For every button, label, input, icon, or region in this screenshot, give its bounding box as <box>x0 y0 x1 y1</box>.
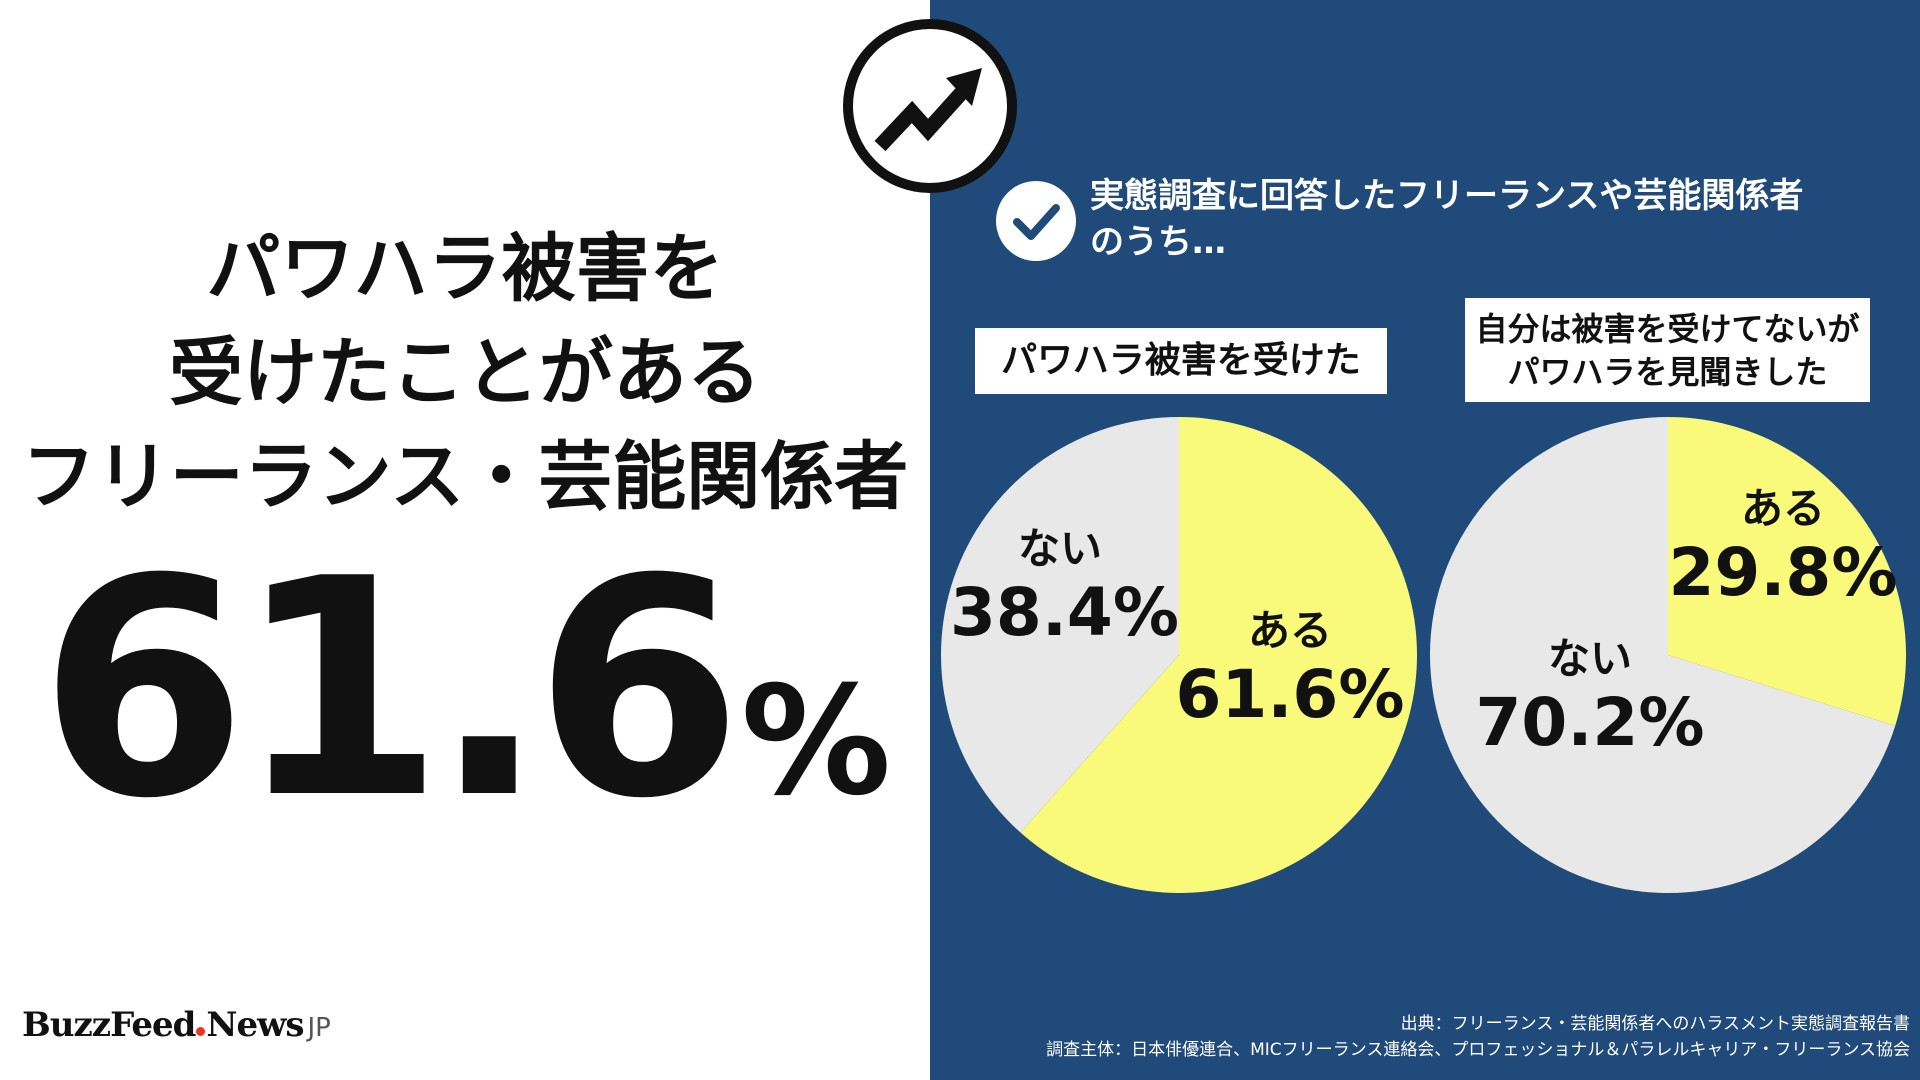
pie-2-label-nai: ない 70.2% <box>1470 638 1710 756</box>
pie-1-slice-aru <box>1020 417 1417 893</box>
headline-line-3: フリーランス・芸能関係者 <box>21 434 909 520</box>
logo-dot <box>196 1027 206 1036</box>
pie-chart-2 <box>1430 417 1906 893</box>
headline-line-2: 受けたことがある <box>169 330 761 416</box>
chart-1-title: パワハラ被害を受けた <box>1001 340 1361 381</box>
pie-2-value-aru: 29.8% <box>1668 534 1898 611</box>
pie-2-category-nai: ない <box>1547 634 1632 683</box>
trending-up-arrow-icon <box>843 19 1017 193</box>
pie-2-value-nai: 70.2% <box>1475 684 1705 761</box>
pie-1-label-nai: ない 38.4% <box>950 524 1179 651</box>
left-panel: パワハラ被害を 受けたことがある フリーランス・芸能関係者 61.6% Buzz… <box>0 0 930 1080</box>
chart-1-title-box: パワハラ被害を受けた <box>975 328 1387 394</box>
headline-percentage: 61.6% <box>0 540 930 840</box>
pie-1-category-nai: ない <box>1017 524 1102 573</box>
buzzfeed-news-logo: BuzzFeed News JP <box>22 1005 331 1045</box>
intro-line-1: 実態調査に回答したフリーランスや芸能関係者 <box>1090 176 1804 216</box>
pie-1-label-aru: ある 61.6% <box>1175 610 1405 728</box>
pie-1-value-aru: 61.6% <box>1175 656 1405 733</box>
pie-chart-1 <box>941 417 1417 893</box>
chart-2-title-line-2: パワハラを見聞きした <box>1507 353 1828 392</box>
intro-text: 実態調査に回答したフリーランスや芸能関係者 のうち… <box>1090 174 1803 266</box>
intro-line-2: のうち… <box>1090 221 1226 262</box>
pie-2-category-aru: ある <box>1740 484 1825 533</box>
headline-line-1: パワハラ被害を <box>206 226 724 312</box>
pie-1-value-nai: 38.4% <box>950 574 1179 651</box>
source-credits: 出典：フリーランス・芸能関係者へのハラスメント実態調査報告書 調査主体：日本俳優… <box>1046 1012 1910 1063</box>
pie-2-slice-nai <box>1430 417 1896 893</box>
logo-jp: JP <box>307 1013 331 1043</box>
headline-percent-sign: % <box>740 655 892 829</box>
logo-buzzfeed: BuzzFeed <box>22 1005 196 1045</box>
chart-2-title-line-1: 自分は被害を受けてないが <box>1475 310 1860 348</box>
headline-number: 61.6 <box>38 515 743 864</box>
check-circle-icon <box>996 181 1076 261</box>
pie-2-slice-aru <box>1668 417 1906 726</box>
pie-1-category-aru: ある <box>1247 606 1332 655</box>
pie-2-label-aru: ある 29.8% <box>1668 488 1898 606</box>
source-line-2: 調査主体：日本俳優連合、MICフリーランス連絡会、プロフェッショナル＆パラレルキ… <box>1046 1039 1910 1060</box>
chart-2-title-box: 自分は被害を受けてないが パワハラを見聞きした <box>1465 298 1870 402</box>
logo-news: News <box>206 1005 304 1045</box>
pie-1-slice-nai <box>941 417 1179 833</box>
source-line-1: 出典：フリーランス・芸能関係者へのハラスメント実態調査報告書 <box>1400 1014 1910 1034</box>
